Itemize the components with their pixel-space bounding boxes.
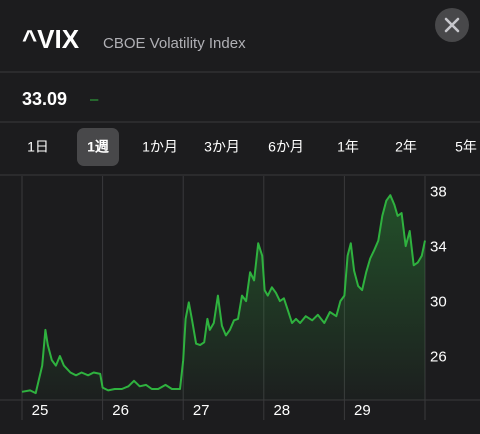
range-tab[interactable]: 1年 xyxy=(337,139,359,155)
y-tick-label: 26 xyxy=(430,348,447,365)
range-tab[interactable]: 1か月 xyxy=(142,139,178,155)
tab-selected-bg xyxy=(77,128,119,166)
range-tab[interactable]: 5年 xyxy=(455,139,477,155)
range-tab[interactable]: 3か月 xyxy=(204,139,240,155)
x-tick-label: 29 xyxy=(354,402,371,419)
x-tick-label: 25 xyxy=(32,402,49,419)
chart: 25 26 27 28 29 26 30 34 38 xyxy=(0,176,480,420)
range-tab[interactable]: 1日 xyxy=(27,139,49,155)
range-tab[interactable]: 6か月 xyxy=(268,139,304,155)
x-tick-label: 28 xyxy=(273,402,290,419)
range-tab[interactable]: 2年 xyxy=(395,139,417,155)
range-tabs: 1日 1週 1か月 3か月 6か月 1年 2年 5年 xyxy=(27,128,477,166)
close-button[interactable] xyxy=(435,8,469,42)
price: 33.09 xyxy=(22,89,67,109)
x-tick-label: 26 xyxy=(112,402,129,419)
area xyxy=(22,195,425,400)
y-tick-label: 34 xyxy=(430,238,447,255)
company-name: CBOE Volatility Index xyxy=(103,35,246,52)
change: – xyxy=(90,91,99,108)
range-tab[interactable]: 1週 xyxy=(87,139,109,155)
symbol: ^VIX xyxy=(22,24,80,54)
price-line xyxy=(21,194,426,395)
y-tick-label: 30 xyxy=(430,293,447,310)
x-tick-label: 27 xyxy=(193,402,210,419)
y-tick-label: 38 xyxy=(430,183,447,200)
